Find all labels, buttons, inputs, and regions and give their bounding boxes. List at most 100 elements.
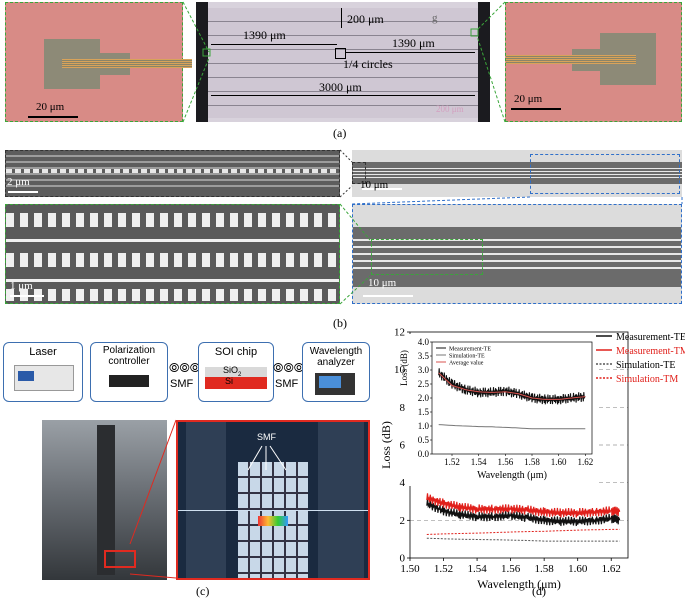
grating-row-3 [6,253,339,267]
laser-screen [18,371,34,381]
dark-edge-right [478,2,490,122]
x-tick-label: 1.60 [568,563,588,575]
caption-a: (a) [333,126,347,140]
inset-y-tick-label: 3.5 [418,351,430,361]
y-tick-label: 0 [400,553,406,565]
taper-lines-right [506,55,636,64]
inset-y-tick-label: 0.0 [418,449,430,459]
smf-label-1: SMF [170,378,194,390]
inset-legend-label: Average value [449,361,484,367]
scale-label-bl: 1 μm [10,280,33,292]
dim-total-line [211,95,475,96]
chip-rainbow [258,516,288,526]
series-line-measurement-tm [426,493,621,518]
micro-center [196,2,490,122]
inset-y-tick-label: 3.0 [418,365,430,375]
zoom-connectors-b [339,149,683,305]
y-tick-label: 10 [394,364,406,376]
scale-bar-tr [362,188,402,190]
grating-row-2 [6,239,339,242]
scale-label-right: 20 μm [514,93,543,105]
dim-left: 1390 μm [243,28,286,42]
grating-row-5 [6,289,339,301]
box-polarization: Polarization controller [90,342,168,402]
y-axis-label: Loss (dB) [380,421,393,469]
scale-bar-tl [8,191,38,193]
chip-photo [176,420,370,580]
photo-smf-label: SMF [257,432,276,442]
inset-y-tick-label: 0.5 [418,435,430,445]
inset-frame [431,341,593,455]
inset-y-label: Loss (dB) [399,350,409,386]
soi-sio2 [205,367,267,377]
inset-x-tick-label: 1.56 [497,457,513,467]
box-analyzer: Wavelength analyzer [302,342,370,402]
micro-left: 20 μm [5,2,192,122]
x-tick-label: 1.52 [434,563,453,575]
scale-label-left: 20 μm [36,101,65,113]
scale-bar-bl [10,295,44,297]
inset-x-tick-label: 1.52 [444,457,460,467]
dim-top-arrow [341,8,342,28]
smf-label-2: SMF [275,378,299,390]
box-laser-title: Laser [29,346,57,358]
circles-label: 1/4 circles [343,57,393,71]
y-tick-label: 8 [400,402,406,414]
inset-y-tick-label: 4.0 [418,337,430,347]
soi-si [205,377,267,389]
scale-bar-right [511,108,561,110]
x-axis-label: Wavelength (μm) [477,577,561,591]
inset-legend-label: Measurement-TE [449,347,491,353]
scale-center: 200 μm [436,104,464,114]
dim-right: 1390 μm [392,36,435,50]
sem-strip-tr [352,168,682,178]
inset-x-tick-label: 1.60 [551,457,567,467]
scale-bar-br [363,295,413,297]
pc-device [109,375,149,387]
caption-b: (b) [333,316,347,330]
inset-series-average value [438,372,586,400]
y-tick-label: 4 [400,477,406,489]
series-line-simulation-te [426,537,620,542]
chip-fiber-line [178,510,368,511]
waveguide-lines [208,8,478,118]
inset-y-tick-label: 1.5 [418,407,430,417]
zoom-connectors-a [182,1,506,123]
box-soi: SOI chip SiO2 Si [198,342,274,402]
series-line-measurement-te [426,498,621,527]
caption-c: (c) [196,584,210,598]
scale-bar-left [28,116,78,118]
sem-top-left [5,150,340,197]
chip-left-block [186,422,226,578]
x-tick-label: 1.58 [535,563,555,575]
inset-legend-label: Simulation-TE [449,354,485,360]
inset-y-tick-label: 2.5 [418,379,430,389]
y-tick-label: 6 [400,440,406,452]
box-polarization-title: Polarization controller [102,345,156,367]
analyzer-screen [319,376,341,388]
dim-right-line [345,52,475,53]
zoom-box-br [371,239,483,275]
box-soi-title: SOI chip [214,346,258,358]
caption-d: (d) [532,584,546,598]
inset-x-tick-label: 1.54 [471,457,487,467]
inset-y-tick-label: 1.0 [418,421,430,431]
dim-total: 3000 μm [319,80,362,94]
inset-series-measurement-te [438,368,586,405]
coil-2: ⦾⦾⦾ [273,360,305,375]
sem-bottom-left [5,204,340,304]
sem-top-right [352,150,682,197]
y-tick-label: 12 [394,327,405,339]
box-analyzer-title: Wavelength analyzer [309,346,363,368]
si-label: Si [225,376,234,386]
legend-label: Simulation-TM [616,374,678,385]
micro-right: 20 μm [505,2,682,122]
scale-label-br: 10 μm [368,277,397,289]
grating-row-4 [6,279,339,282]
series-line-simulation-tm [426,528,620,535]
photo-connectors [129,419,287,579]
chip-right-block [318,422,364,578]
inset-x-label: Wavelength (μm) [477,470,547,481]
box-laser: Laser [3,342,83,402]
coil-1: ⦾⦾⦾ [169,360,201,375]
